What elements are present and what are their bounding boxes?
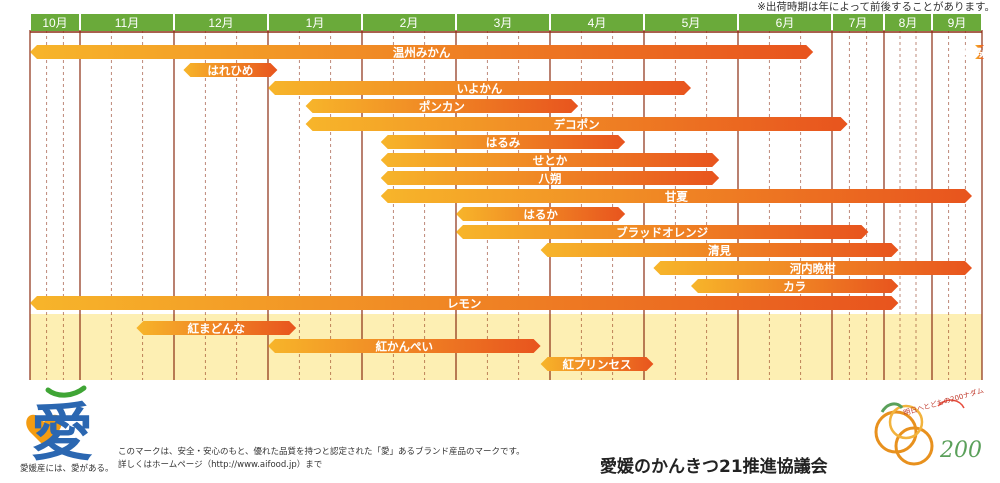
season-bar-shape: [380, 189, 972, 203]
season-bar: 河内晩柑: [653, 261, 972, 276]
footer-description: このマークは、安全・安心のもと、優れた品質を持つと認定された「愛」あるブランド産…: [118, 446, 548, 472]
season-bar-label: いよかん: [457, 82, 503, 96]
month-tick-label: 9月: [948, 16, 967, 30]
season-bar: 紅まどんな: [136, 321, 297, 336]
mark-description: このマークは、安全・安心のもと、優れた品質を持つと認定された「愛」あるブランド産…: [118, 447, 525, 457]
season-bar-shape: [653, 261, 972, 275]
season-bar-label: 紅プリンセス: [563, 358, 632, 372]
season-bar-label: 河内晩柑: [790, 262, 836, 276]
month-tick-label: 7月: [849, 16, 868, 30]
homepage-text: 詳しくはホームページ（http://www.aifood.jp）まで: [118, 460, 323, 470]
season-bar-shape: [305, 99, 579, 113]
season-bar: 温室みかん: [951, 45, 1000, 60]
season-bar-shape: [691, 279, 899, 293]
season-bar-label: デコポン: [554, 118, 600, 132]
month-tick-label: 5月: [682, 16, 701, 30]
organization-name: 愛媛のかんきつ21推進協議会: [600, 457, 828, 477]
month-header-cell: [885, 14, 931, 31]
month-tick-label: 8月: [899, 16, 918, 30]
season-bar: 清見: [540, 243, 899, 258]
season-bar-label: カラ: [783, 280, 806, 294]
season-bar: ブラッドオレンジ: [456, 225, 869, 240]
season-bar-label: 温州みかん: [393, 46, 451, 60]
season-bar: はるか: [456, 207, 626, 222]
season-bar: 温州みかん: [30, 45, 814, 60]
season-bar-shape: [380, 171, 720, 185]
month-tick-label: 10月: [42, 16, 67, 30]
season-bar-shape: [975, 45, 984, 59]
season-bar: せとか: [380, 153, 720, 168]
logo-number: 200: [940, 438, 982, 463]
season-bar-label: 甘夏: [665, 190, 688, 204]
season-bar: はるみ: [380, 135, 626, 150]
season-bar-shape: [456, 207, 626, 221]
citrus-200-logo: [874, 399, 965, 466]
month-tick-label: 2月: [400, 16, 419, 30]
season-bar: はれひめ: [183, 63, 278, 78]
season-bar: 八朔: [380, 171, 720, 186]
month-header-cell: [457, 14, 549, 31]
season-bar-shape: [30, 296, 899, 310]
season-bar-label: 温室みかん: [951, 46, 1000, 60]
shipping-calendar-chart: 10月 11月 12月 1月 2月 3月 4月 5月 6月 7月 8月 9月 温州みかん 温室みかんはれ…: [29, 14, 1000, 380]
month-header-cell: [269, 14, 361, 31]
season-bar: カラ: [691, 279, 899, 294]
month-tick-label: 11月: [115, 16, 139, 30]
season-bar-shape: [380, 135, 626, 149]
ai-brand-mark: 愛: [26, 385, 93, 462]
season-bar: 紅かんぺい: [268, 339, 541, 354]
season-bar-shape: [305, 117, 848, 131]
season-bar-shape: [380, 153, 720, 167]
season-bar: 甘夏: [380, 189, 972, 204]
shipping-note: ※出荷時期は年によって前後することがあります。: [757, 1, 995, 13]
month-header-cell: [31, 14, 79, 31]
season-bar-label: 八朔: [538, 172, 562, 186]
season-bar-label: 紅かんぺい: [376, 340, 434, 354]
month-header-cell: [81, 14, 173, 31]
month-header-cell: [739, 14, 831, 31]
month-tick-label: 12月: [208, 16, 233, 30]
month-header-cell: [933, 14, 981, 31]
mark-caption: 愛媛産には、愛がある。: [20, 464, 114, 474]
month-header-cell: [551, 14, 643, 31]
season-bar-label: はるか: [523, 208, 558, 222]
season-bar-shape: [136, 321, 297, 335]
season-bar: 紅プリンセス: [540, 357, 654, 372]
season-bar-shape: [540, 243, 899, 257]
month-tick-label: 4月: [588, 16, 607, 30]
season-bar-shape: [30, 45, 814, 59]
month-header-cell: [833, 14, 883, 31]
season-bar-shape: [540, 357, 654, 371]
season-bar-label: せとか: [533, 154, 568, 168]
season-bar: レモン: [30, 296, 899, 311]
season-bar-label: はれひめ: [207, 64, 253, 78]
season-bar-shape: [183, 63, 278, 77]
season-bar-label: 清見: [708, 244, 731, 258]
month-tick-label: 6月: [776, 16, 795, 30]
month-tick-label: 3月: [494, 16, 513, 30]
month-tick-label: 1月: [306, 16, 325, 30]
mark-glyph: 愛: [31, 396, 93, 462]
season-bar-label: レモン: [447, 297, 482, 311]
month-header-cell: [363, 14, 455, 31]
season-bar-label: ブラッドオレンジ: [616, 226, 708, 240]
season-bar: ポンカン: [305, 99, 579, 114]
season-bar-shape: [268, 339, 541, 353]
season-bar-label: 紅まどんな: [188, 322, 246, 336]
season-bar: デコポン: [305, 117, 848, 132]
season-bar-shape: [456, 225, 869, 239]
month-header-cell: [175, 14, 267, 31]
season-bar-label: はるみ: [486, 136, 521, 150]
season-bar: いよかん: [268, 81, 691, 96]
season-bar-label: ポンカン: [419, 100, 465, 114]
month-header-cell: [645, 14, 737, 31]
season-bar-shape: [268, 81, 691, 95]
